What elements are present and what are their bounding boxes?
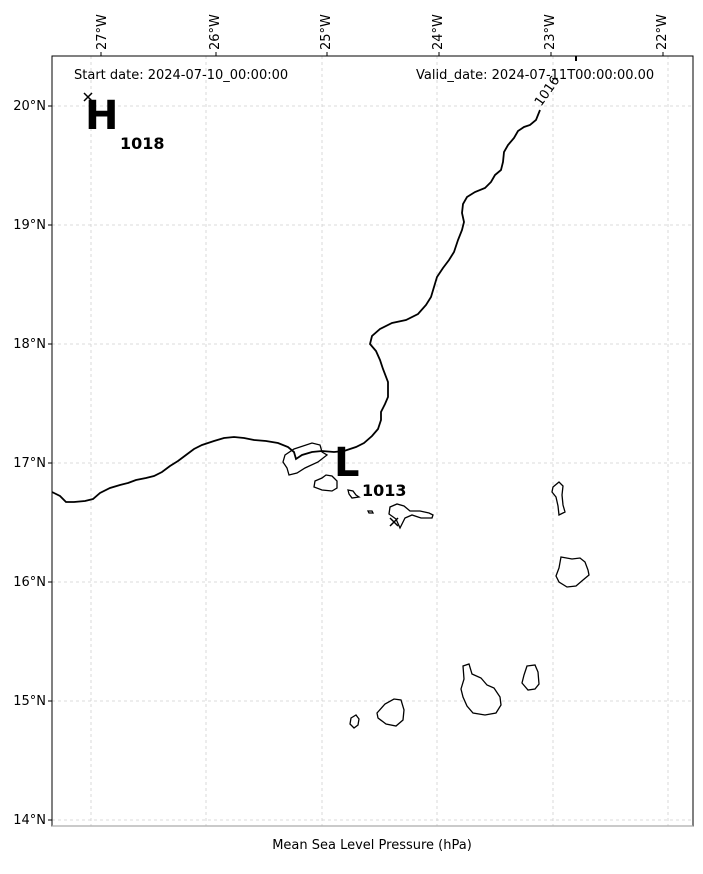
left-ticks [48, 105, 52, 821]
map-frame [51, 55, 694, 827]
low-value: 1013 [362, 481, 407, 500]
lat-label-15n: 15°N [13, 694, 46, 709]
island-maio [521, 664, 540, 691]
top-ticks [100, 52, 664, 61]
island-raso [366, 510, 375, 514]
lat-label-18n: 18°N [13, 337, 46, 352]
high-pressure-marker: H 1018 [83, 92, 165, 153]
high-letter: H [85, 93, 118, 139]
graticule [52, 56, 693, 826]
lon-label-24w: 24°W [431, 14, 446, 50]
lat-label-20n: 20°N [13, 99, 46, 114]
island-santa-luzia [347, 489, 361, 499]
low-letter: L [334, 440, 360, 486]
island-sal [551, 481, 566, 516]
lat-label-19n: 19°N [13, 218, 46, 233]
low-center-cross-icon [389, 517, 399, 527]
valid-date-text: Valid_date: 2024-07-11T00:00:00.00 [416, 68, 654, 83]
islands [282, 442, 590, 729]
lon-label-26w: 26°W [208, 14, 223, 50]
x-axis-label: Mean Sea Level Pressure (hPa) [272, 838, 472, 853]
lon-label-27w: 27°W [95, 14, 110, 50]
island-fogo [376, 698, 405, 727]
low-pressure-marker: L 1013 [334, 440, 407, 527]
island-sao-vicente [313, 474, 338, 492]
lat-label-17n: 17°N [13, 456, 46, 471]
island-boa-vista [555, 556, 590, 588]
lon-label-23w: 23°W [543, 14, 558, 50]
start-date-text: Start date: 2024-07-10_00:00:00 [74, 68, 288, 83]
lat-label-16n: 16°N [13, 575, 46, 590]
island-sao-nicolau [388, 503, 434, 530]
high-value: 1018 [120, 134, 165, 153]
lon-label-22w: 22°W [655, 14, 670, 50]
island-brava [349, 714, 360, 729]
lon-label-25w: 25°W [319, 14, 334, 50]
lat-label-14n: 14°N [13, 813, 46, 828]
isobar-1016 [51, 109, 541, 503]
high-center-cross-icon [83, 92, 93, 102]
island-santiago [460, 663, 502, 716]
